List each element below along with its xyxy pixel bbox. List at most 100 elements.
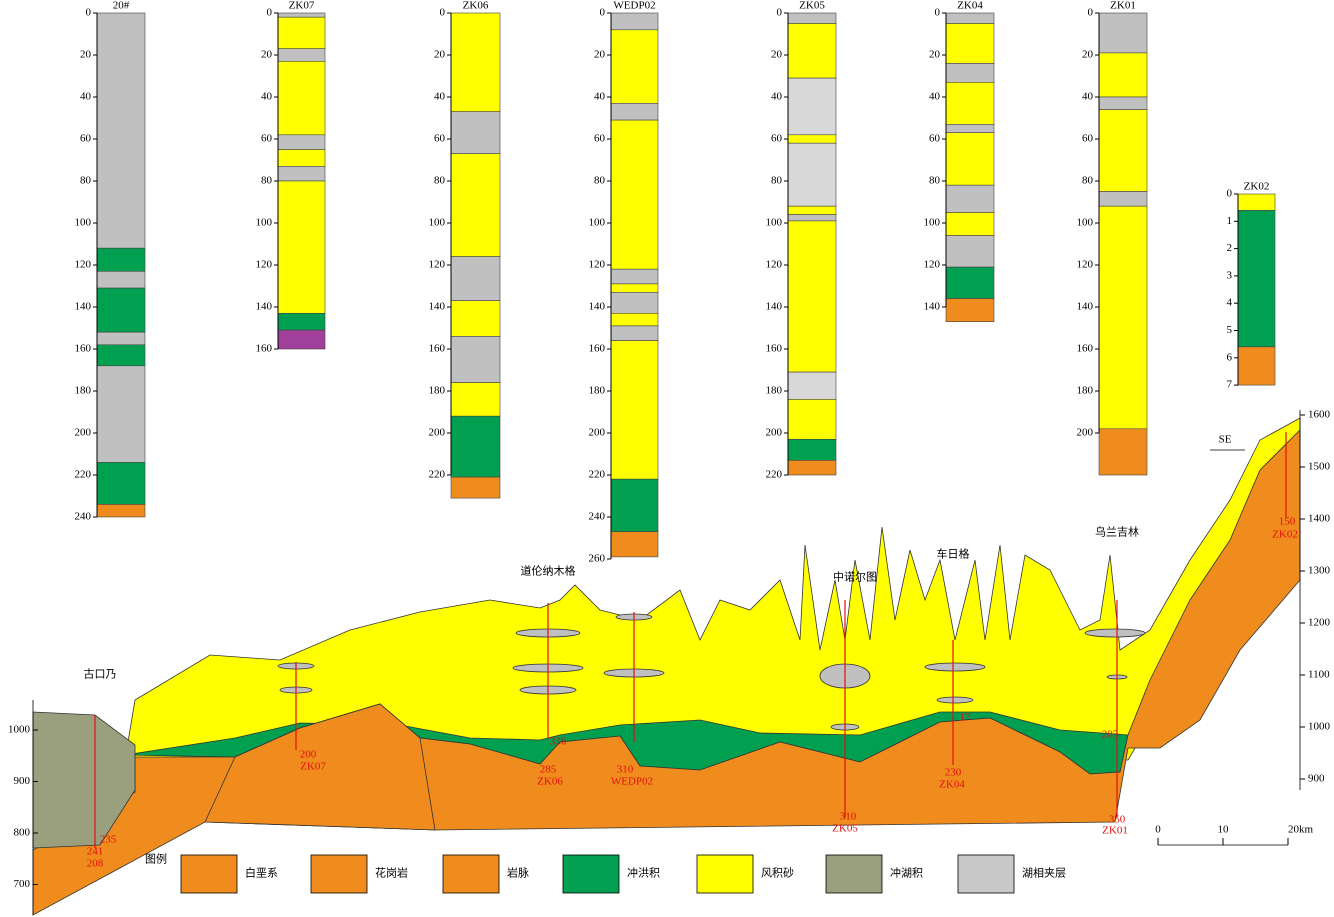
tick-label: 40 [1082,91,1094,103]
legend-swatch [442,854,500,894]
tick-label: 160 [766,343,783,355]
tick-label: 20 [261,49,273,61]
layer [450,415,501,478]
tick-label: 60 [434,133,446,145]
layer [787,220,837,373]
tick-label: 60 [261,133,273,145]
place-label: 中诺尔图 [833,571,877,584]
layer [450,382,501,417]
layer [450,300,501,337]
cross-section [32,410,1301,916]
well-label: 203 [1102,729,1119,741]
well-lines [94,432,1287,848]
tick-label: 180 [429,385,446,397]
tick-label: 120 [766,259,783,271]
layer [1098,96,1148,110]
layer [945,132,995,186]
layer [787,371,837,400]
legend-label: 冲湖积 [890,866,923,880]
layer [610,29,659,104]
layer [277,12,326,18]
layer [96,287,146,333]
layer [1237,193,1276,211]
tick-label: 200 [75,427,92,439]
legend-title: 图例 [145,852,167,866]
tick-label: 80 [261,175,273,187]
tick-label: 900 [1308,773,1325,785]
layer [277,149,326,167]
well-label: ZK07 [300,761,326,773]
layer [787,399,837,440]
tick-label: 1100 [1308,669,1330,681]
layer [450,336,501,383]
tick-label: 100 [75,217,92,229]
legend-label: 冲洪积 [627,866,660,880]
tick-label: 60 [594,133,606,145]
layer [610,531,659,558]
tick-label: 1300 [1308,565,1331,577]
well-label: 310 [617,764,634,776]
tick-label: 0 [600,7,606,19]
tick-label: 900 [14,775,31,787]
borehole-name: ZK01 [1110,0,1136,12]
tick-label: 6 [1227,351,1233,363]
tick-label: 220 [429,469,446,481]
borehole-name: ZK05 [799,0,825,12]
tick-label: 180 [1077,385,1094,397]
layer [450,153,501,257]
borehole-name: ZK07 [289,0,315,12]
tick-label: 200 [1077,427,1094,439]
tick-label: 5 [1227,324,1233,336]
tick-label: 40 [80,91,92,103]
tick-label: 700 [14,878,31,890]
layer [787,142,837,207]
lake-lens [936,696,974,704]
tick-label: 60 [80,133,92,145]
layer [96,12,146,249]
layer [787,77,837,136]
tick-label: 800 [14,827,31,839]
well-label: ZK04 [939,779,965,791]
layer [610,268,659,285]
layer [277,134,326,150]
tick-label: 260 [589,553,606,565]
layer [787,12,837,24]
scale-label: 0 [1155,824,1161,836]
layer [96,331,146,346]
legend-swatch [562,854,620,894]
layer [610,12,659,31]
borehole-name: ZK02 [1244,181,1270,193]
layer [1237,346,1276,386]
tick-label: 120 [75,259,92,271]
well-label: ZK05 [832,823,858,835]
tick-label: 20 [80,49,92,61]
lake-lens [924,662,986,672]
tick-label: 1200 [1308,617,1331,629]
legend-label: 花岗岩 [375,866,408,880]
well-label: 285 [540,764,557,776]
legend-swatch [957,854,1015,894]
well-label: 150 [1279,516,1296,528]
layer [787,214,837,222]
legend-swatch [310,854,368,894]
layer [277,312,326,331]
well-label: WEDP02 [611,776,653,788]
tick-label: 140 [256,301,273,313]
layer [945,184,995,213]
tick-label: 80 [1082,175,1094,187]
layer [96,462,146,505]
tick-label: 3 [1227,269,1233,281]
tick-label: 100 [589,217,606,229]
layer [945,12,995,24]
tick-label: 0 [267,7,273,19]
layer [787,438,837,461]
layer [1098,109,1148,192]
layer [787,134,837,144]
layer [787,459,837,476]
layer [1237,210,1276,348]
tick-label: 200 [429,427,446,439]
tick-label: 200 [589,427,606,439]
legend-label: 岩脉 [507,866,529,880]
tick-label: 200 [766,427,783,439]
well-label: 310 [840,811,857,823]
